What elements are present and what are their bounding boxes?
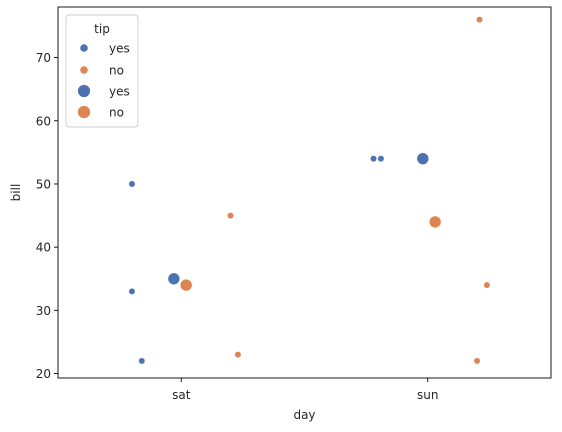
plot-frame bbox=[57, 6, 552, 379]
y-axis-ticks: 20 30 40 50 60 70 bbox=[36, 51, 58, 381]
scatter-point-yes-small bbox=[128, 287, 136, 295]
scatter-point-yes-small bbox=[377, 155, 385, 163]
x-tick-label-sat: sat bbox=[172, 388, 191, 402]
scatter-point-no-small bbox=[234, 351, 242, 359]
legend-label-yes-small: yes bbox=[109, 42, 130, 56]
y-tick-label: 30 bbox=[36, 304, 51, 318]
y-tick-label: 60 bbox=[36, 114, 51, 128]
y-tick-label: 70 bbox=[36, 51, 51, 65]
legend-marker-yes-large bbox=[77, 84, 91, 98]
legend-marker-no-small bbox=[80, 66, 88, 74]
scatter-point-yes-large bbox=[416, 152, 430, 166]
legend-marker-no-large bbox=[77, 105, 91, 119]
scatter-point-yes-large bbox=[167, 272, 181, 286]
y-tick-label: 20 bbox=[36, 367, 51, 381]
data-points bbox=[128, 16, 491, 365]
scatter-point-yes-small bbox=[370, 155, 377, 163]
x-axis-label: day bbox=[293, 408, 315, 422]
legend-items: yes no yes no bbox=[77, 42, 130, 120]
y-axis-label: bill bbox=[9, 184, 23, 202]
legend-label-yes-large: yes bbox=[109, 85, 130, 99]
y-tick-label: 40 bbox=[36, 241, 51, 255]
legend-label-no-large: no bbox=[109, 106, 124, 120]
plot-area-border bbox=[57, 6, 552, 379]
scatter-point-yes-small bbox=[128, 180, 136, 188]
legend-box bbox=[65, 14, 139, 128]
x-axis-ticks: sat sun bbox=[172, 378, 438, 402]
x-tick-label-sun: sun bbox=[417, 388, 438, 402]
scatter-point-no-small bbox=[227, 212, 235, 220]
legend-label-no-small: no bbox=[109, 64, 124, 78]
legend: tip yes no yes no bbox=[65, 14, 139, 128]
legend-marker-yes-small bbox=[80, 44, 88, 52]
scatter-point-no-large bbox=[428, 215, 442, 229]
scatter-point-yes-small bbox=[138, 357, 146, 365]
scatter-point-no-small bbox=[473, 357, 481, 365]
scatter-point-no-large bbox=[179, 278, 193, 292]
scatter-point-no-small bbox=[476, 16, 483, 24]
y-tick-label: 50 bbox=[36, 177, 51, 191]
scatter-point-no-small bbox=[483, 281, 491, 289]
legend-title: tip bbox=[94, 22, 110, 36]
